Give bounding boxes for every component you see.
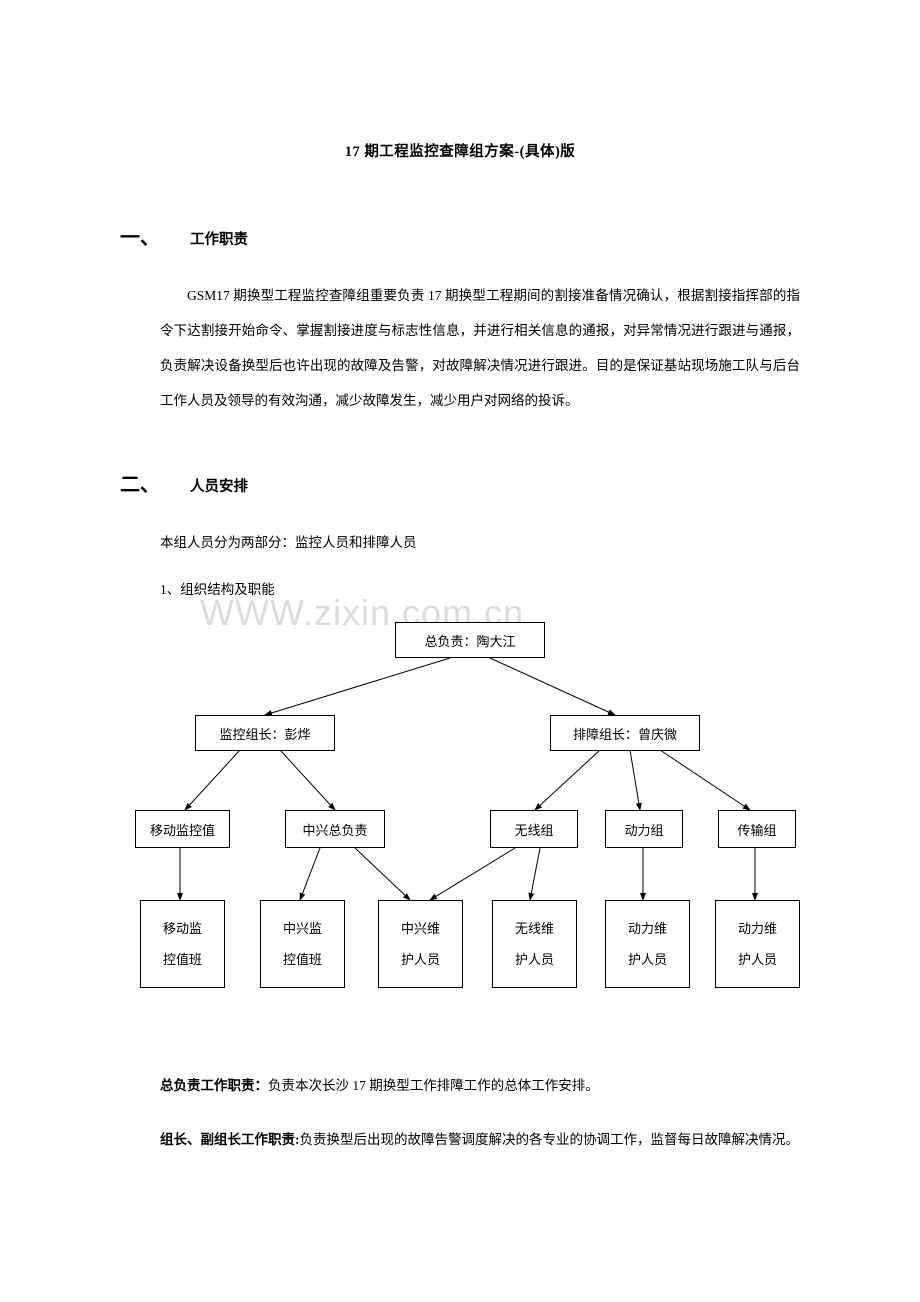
org-node-l4d-line1: 无线维 <box>515 913 554 944</box>
org-node-l4a-line2: 控值班 <box>163 944 202 975</box>
org-node-l3d: 动力组 <box>605 810 683 848</box>
section-1-body: GSM17 期换型工程监控查障组重要负责 17 期换型工程期间的割接准备情况确认… <box>120 278 800 418</box>
org-node-l4c-line1: 中兴维 <box>401 913 440 944</box>
document-title: 17 期工程监控查障组方案-(具体)版 <box>120 140 800 161</box>
section-1-header: 一、 工作职责 <box>120 221 800 250</box>
org-node-l4c-line2: 护人员 <box>401 944 440 975</box>
org-node-l2a: 监控组长：彭烨 <box>195 715 335 751</box>
org-node-l4f-line1: 动力维 <box>738 913 777 944</box>
org-node-l4d-line2: 护人员 <box>515 944 554 975</box>
org-chart: 总负责：陶大江 监控组长：彭烨 排障组长：曾庆微 移动监控值 中兴总负责 无线组… <box>120 610 820 1040</box>
org-node-l2b-label: 排障组长：曾庆微 <box>573 724 677 743</box>
org-node-l3e: 传输组 <box>718 810 796 848</box>
org-node-l3a-label: 移动监控值 <box>150 820 215 839</box>
org-node-l4f: 动力维 护人员 <box>715 900 800 988</box>
org-node-l2a-label: 监控组长：彭烨 <box>219 724 310 743</box>
org-node-l3c-label: 无线组 <box>514 820 553 839</box>
desc-1-text: 负责本次长沙 17 期换型工作排障工作的总体工作安排。 <box>268 1078 599 1093</box>
org-node-l4b: 中兴监 控值班 <box>260 900 345 988</box>
org-node-l4e-line1: 动力维 <box>628 913 667 944</box>
org-node-l3a: 移动监控值 <box>135 810 230 848</box>
org-node-l4a: 移动监 控值班 <box>140 900 225 988</box>
org-node-l4d: 无线维 护人员 <box>492 900 577 988</box>
org-node-l3c: 无线组 <box>490 810 578 848</box>
org-node-l4e-line2: 护人员 <box>628 944 667 975</box>
org-node-top: 总负责：陶大江 <box>395 622 545 658</box>
org-node-l3e-label: 传输组 <box>737 820 776 839</box>
org-node-l4f-line2: 护人员 <box>738 944 777 975</box>
desc-1: 总负责工作职责：负责本次长沙 17 期换型工作排障工作的总体工作安排。 <box>120 1068 800 1103</box>
section-1-number: 一、 <box>120 221 160 250</box>
org-node-top-label: 总负责：陶大江 <box>424 631 515 650</box>
org-node-l4b-line1: 中兴监 <box>283 913 322 944</box>
section-2-line1: 本组人员分为两部分：监控人员和排障人员 <box>120 525 800 560</box>
org-node-l4b-line2: 控值班 <box>283 944 322 975</box>
desc-2-bold: 组长、副组长工作职责: <box>160 1132 300 1147</box>
desc-2-text: 负责换型后出现的故障告警调度解决的各专业的协调工作，监督每日故障解决情况。 <box>300 1132 800 1147</box>
org-node-l4a-line1: 移动监 <box>163 913 202 944</box>
org-node-l3d-label: 动力组 <box>624 820 663 839</box>
section-2-title: 人员安排 <box>190 475 248 496</box>
org-node-l3b: 中兴总负责 <box>285 810 385 848</box>
desc-2: 组长、副组长工作职责:负责换型后出现的故障告警调度解决的各专业的协调工作，监督每… <box>120 1122 800 1157</box>
org-node-l4c: 中兴维 护人员 <box>378 900 463 988</box>
org-node-l2b: 排障组长：曾庆微 <box>550 715 700 751</box>
org-node-l3b-label: 中兴总负责 <box>302 820 367 839</box>
org-node-l4e: 动力维 护人员 <box>605 900 690 988</box>
section-1-title: 工作职责 <box>190 228 248 249</box>
desc-1-bold: 总负责工作职责： <box>160 1078 268 1093</box>
section-2-header: 二、 人员安排 <box>120 468 800 497</box>
section-2-number: 二、 <box>120 468 160 497</box>
